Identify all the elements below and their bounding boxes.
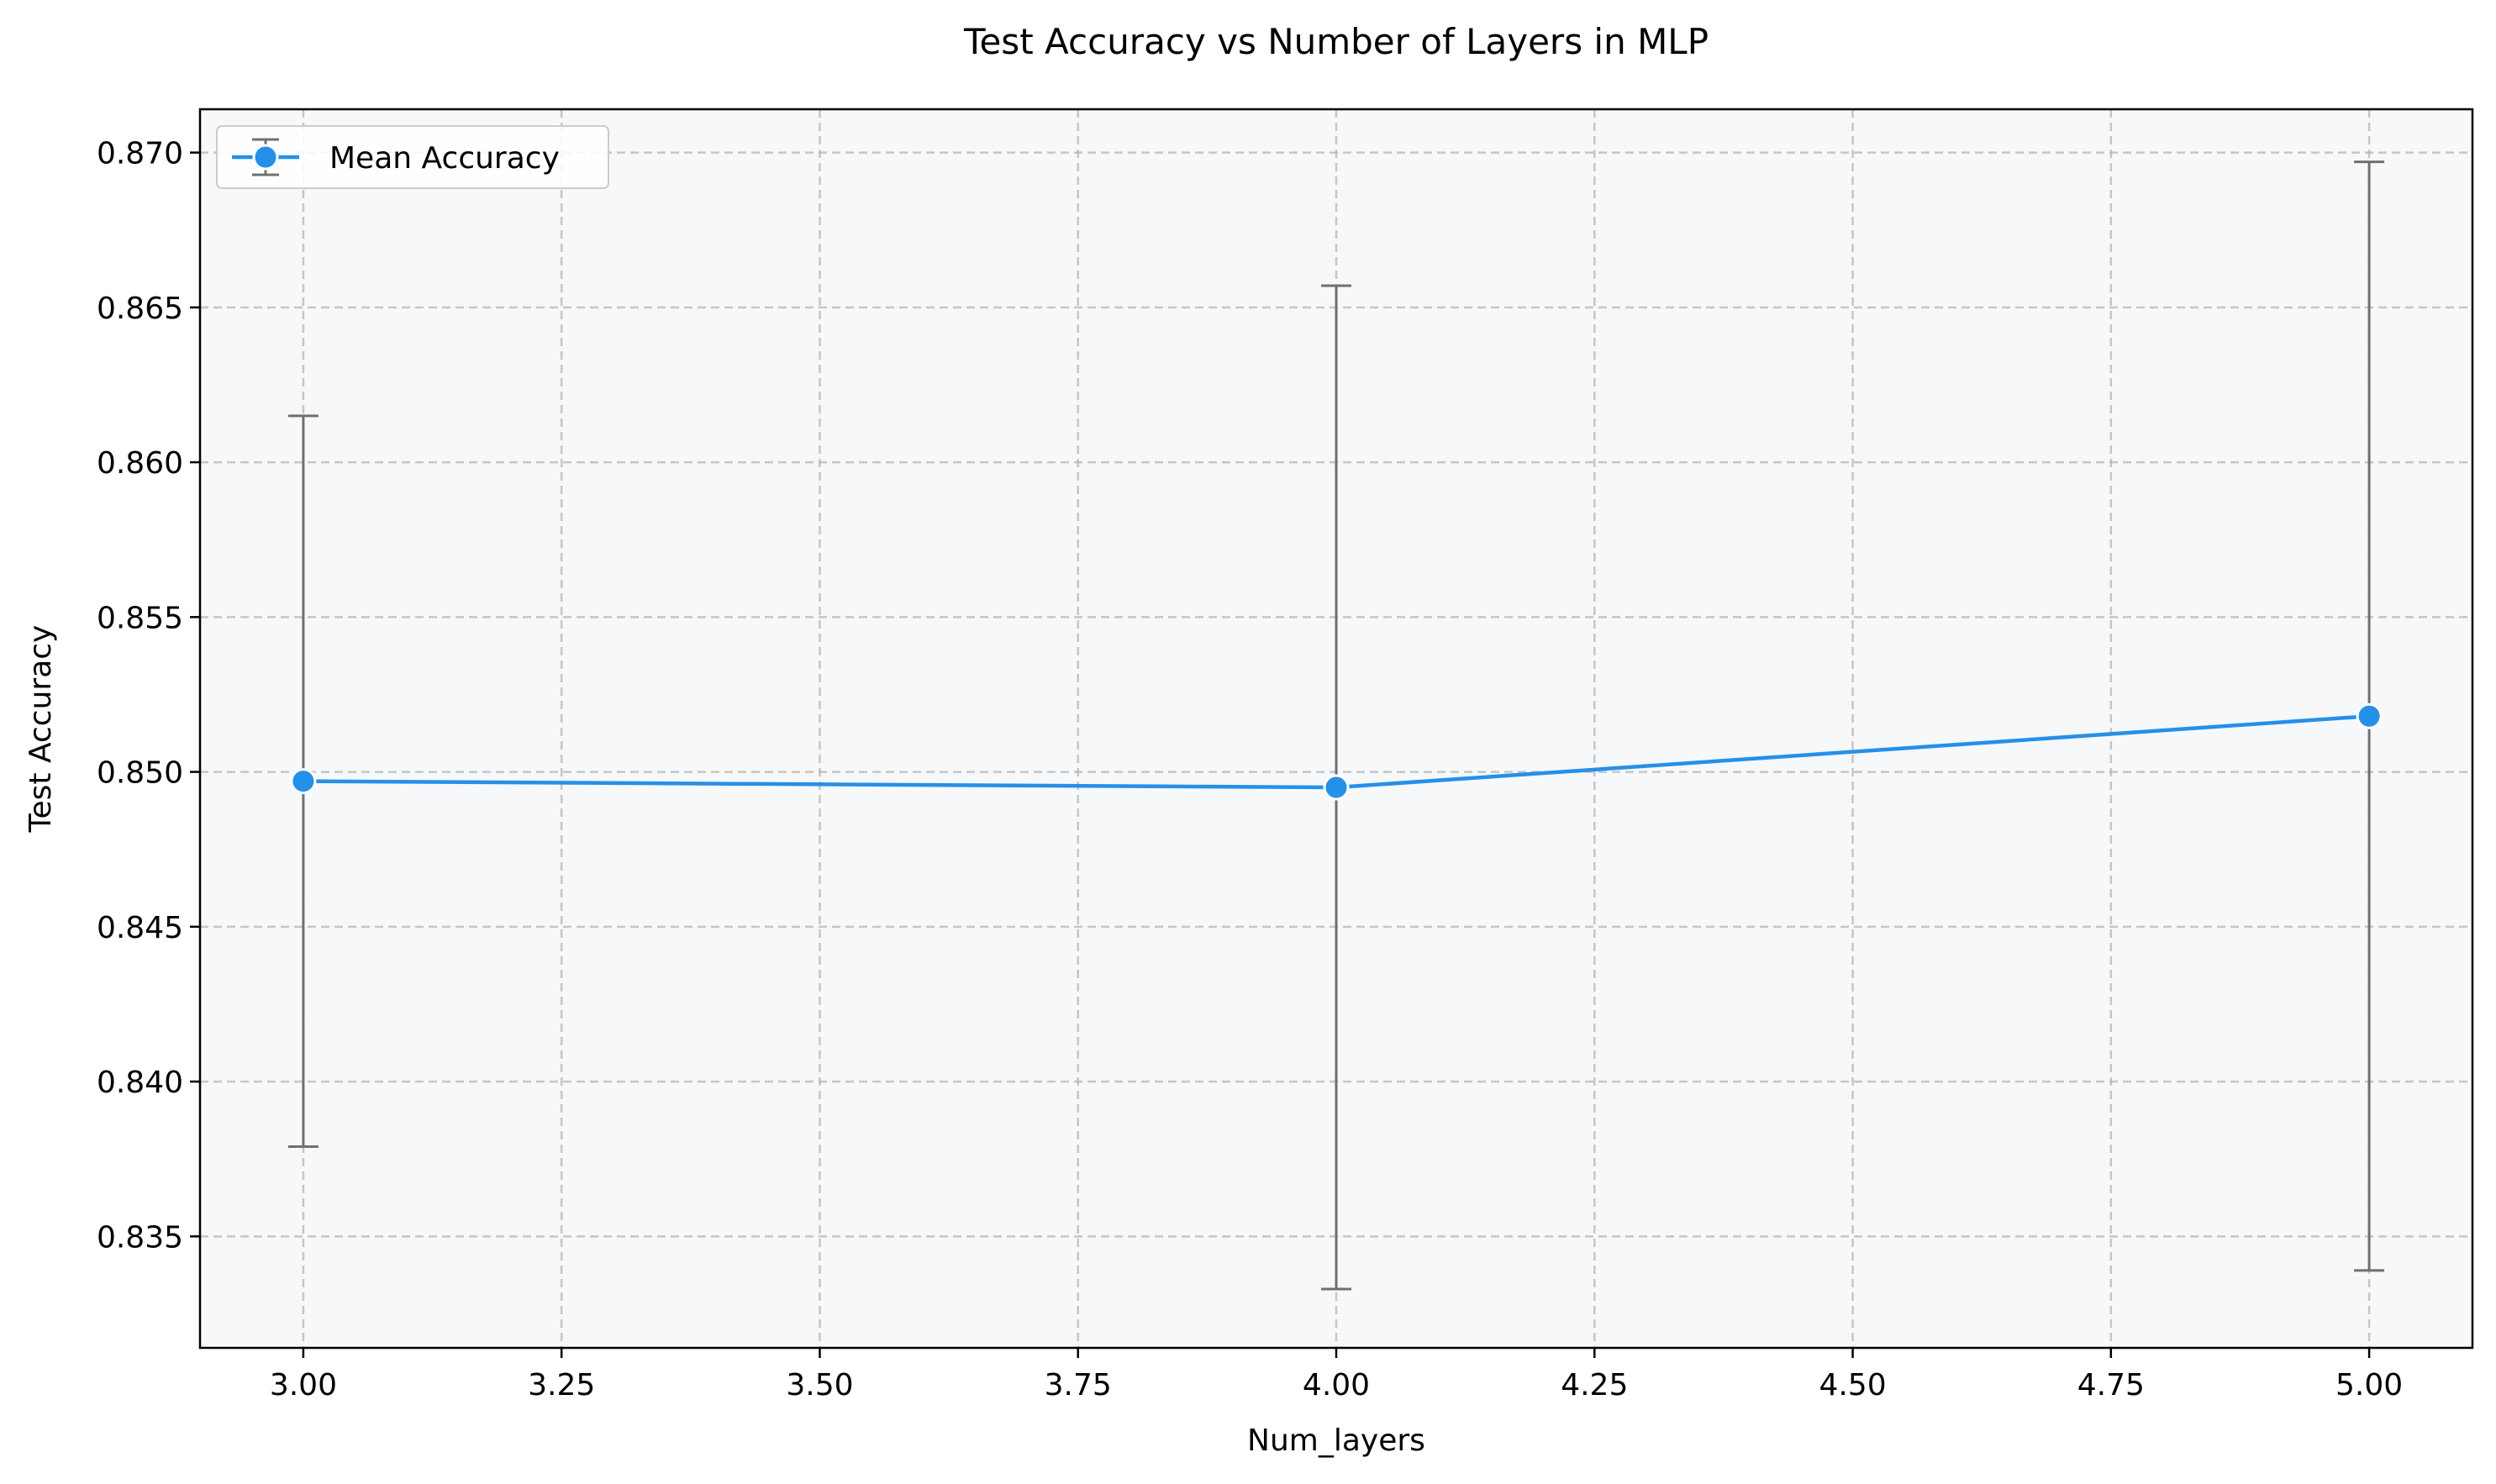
x-tick-label: 4.00 [1303, 1368, 1370, 1402]
data-point [290, 768, 317, 795]
x-tick-label: 3.50 [786, 1368, 853, 1402]
y-tick-label: 0.870 [97, 137, 183, 171]
y-tick-label: 0.850 [97, 756, 183, 791]
y-tick-label: 0.855 [97, 601, 183, 635]
x-tick-label: 4.50 [1819, 1368, 1886, 1402]
x-tick-label: 3.00 [270, 1368, 337, 1402]
x-tick-label: 3.25 [528, 1368, 595, 1402]
x-axis-label: Num_layers [1247, 1423, 1425, 1458]
chart-title: Test Accuracy vs Number of Layers in MLP [963, 21, 1709, 62]
y-tick-label: 0.840 [97, 1066, 183, 1100]
y-tick-label: 0.865 [97, 292, 183, 326]
legend-entry-mean-accuracy: Mean Accuracy [329, 141, 560, 176]
x-tick-label: 3.75 [1045, 1368, 1112, 1402]
y-tick-label: 0.835 [97, 1220, 183, 1255]
data-points [290, 703, 2383, 801]
x-tick-label: 4.25 [1561, 1368, 1628, 1402]
legend-box [216, 125, 609, 189]
y-axis-ticks: 0.835 0.840 0.845 0.850 0.855 0.860 0.865 0.870 [97, 137, 200, 1255]
x-axis-ticks: 3.00 3.25 3.50 3.75 4.00 4.25 4.50 4.75 5.00 [270, 1348, 2403, 1402]
data-point [2356, 703, 2383, 729]
legend-marker-icon [252, 144, 279, 171]
x-tick-label: 4.75 [2077, 1368, 2145, 1402]
legend: Mean Accuracy [216, 125, 609, 189]
y-tick-label: 0.845 [97, 911, 183, 945]
y-tick-label: 0.860 [97, 446, 183, 481]
x-tick-label: 5.00 [2335, 1368, 2403, 1402]
y-axis-label: Test Accuracy [24, 625, 58, 834]
data-point [1323, 774, 1350, 801]
